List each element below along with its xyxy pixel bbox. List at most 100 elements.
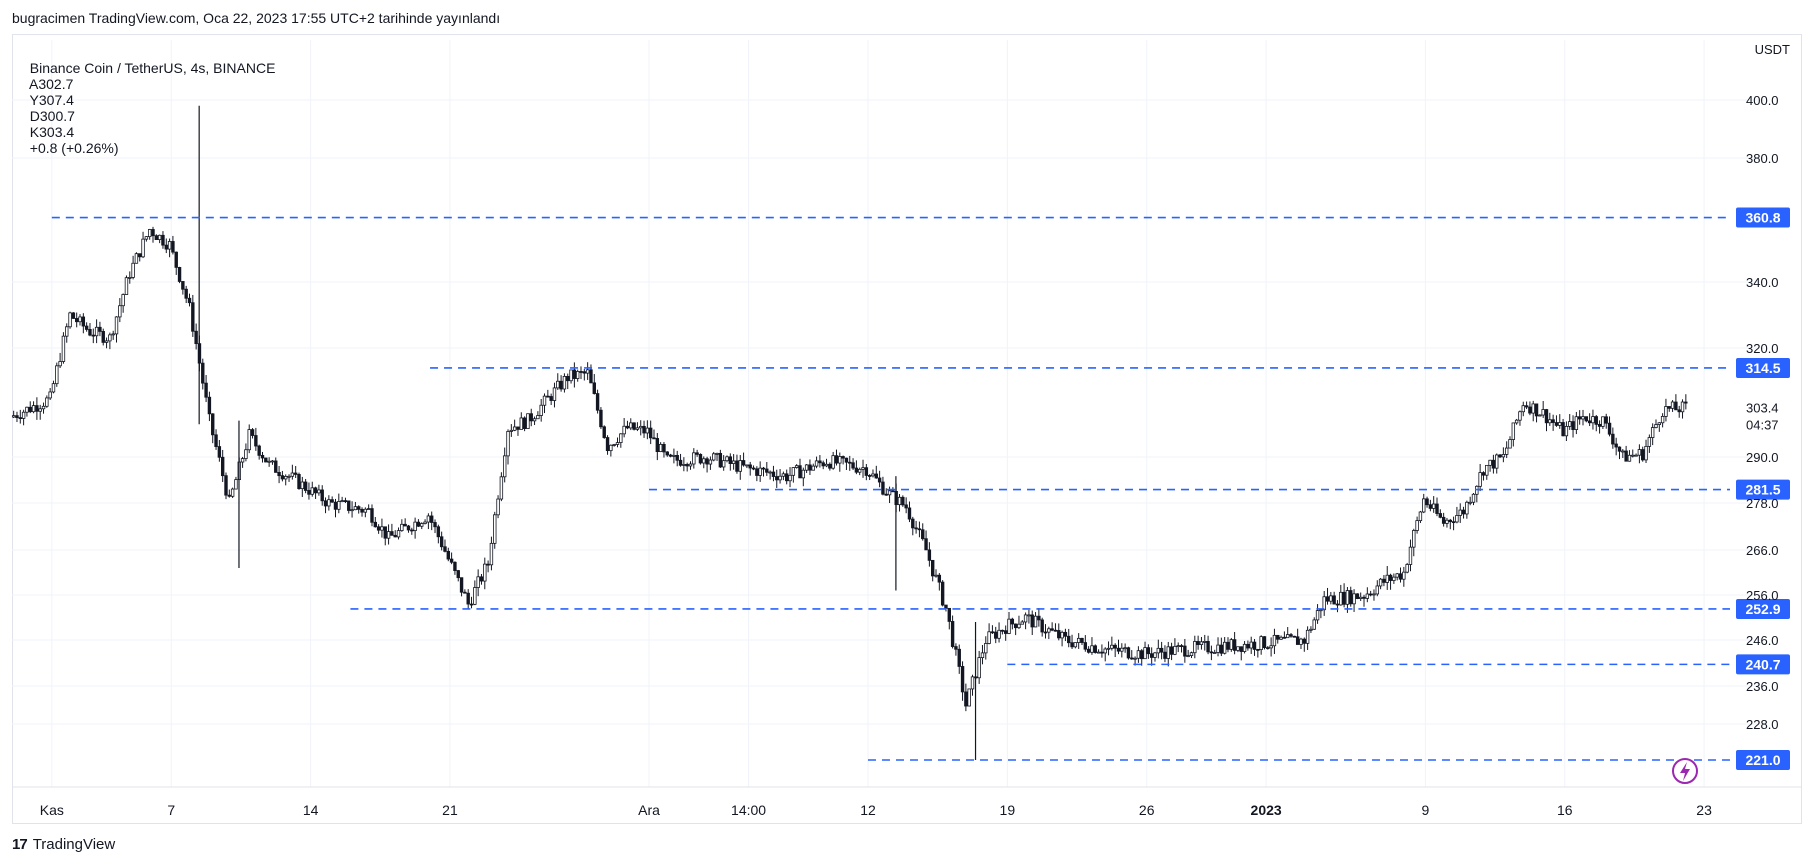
candle-body — [851, 462, 855, 469]
candle-body — [343, 500, 348, 503]
level-label-bg — [1736, 654, 1790, 675]
candle-body — [264, 457, 268, 463]
y-tick-label: 266.0 — [1746, 543, 1779, 558]
candle-body — [1007, 618, 1011, 634]
candle-body — [406, 525, 411, 531]
candle-body — [277, 471, 281, 477]
candle-body — [1352, 593, 1356, 605]
candle-body — [1654, 424, 1658, 428]
candle-body — [164, 244, 168, 250]
candle-body — [25, 406, 29, 413]
candle-body — [1684, 401, 1688, 404]
candle-body — [1120, 647, 1124, 652]
candle-body — [1325, 596, 1330, 602]
candle-body — [930, 559, 935, 577]
candle-body — [778, 475, 782, 481]
candle-body — [1226, 641, 1230, 650]
candle-body — [1408, 546, 1413, 565]
candle-body — [791, 467, 796, 476]
candle-body — [1398, 573, 1403, 580]
candle-body — [1375, 585, 1379, 595]
candle-body — [410, 529, 414, 532]
candle-body — [751, 467, 756, 470]
candle-body — [74, 318, 79, 323]
candle-body — [499, 476, 504, 500]
candle-body — [1508, 439, 1512, 449]
candle-body — [658, 443, 663, 453]
candle-body — [814, 460, 819, 467]
candle-body — [1339, 591, 1343, 606]
candle-body — [370, 508, 374, 523]
candle-body — [347, 500, 351, 511]
candle-body — [1143, 647, 1147, 660]
candle-body — [420, 523, 424, 527]
x-tick-label: Kas — [40, 802, 64, 818]
candle-body — [1468, 501, 1472, 504]
alert-lightning-icon[interactable] — [1672, 758, 1698, 784]
candle-body — [828, 463, 832, 469]
candle-body — [1196, 641, 1200, 646]
candle-body — [118, 305, 122, 318]
candle-body — [1023, 614, 1028, 623]
candle-body — [260, 454, 265, 459]
candle-body — [1010, 618, 1015, 625]
candle-body — [274, 460, 278, 473]
candle-body — [1355, 593, 1360, 599]
candle-body — [516, 426, 520, 430]
candle-body — [506, 431, 510, 457]
candle-body — [735, 460, 739, 472]
candle-body — [1130, 657, 1134, 660]
candle-body — [433, 522, 437, 528]
candle-body — [469, 603, 474, 606]
candle-body — [1149, 653, 1154, 658]
candle-body — [134, 253, 139, 264]
level-label: 240.7 — [1745, 656, 1780, 672]
candle-body — [1219, 644, 1224, 654]
candle-body — [128, 277, 132, 279]
candle-body — [635, 427, 640, 430]
candle-body — [1438, 513, 1443, 518]
candle-body — [1156, 647, 1161, 654]
candle-body — [1259, 636, 1263, 650]
candle-body — [1169, 646, 1174, 655]
candle-body — [1584, 416, 1589, 422]
candle-body — [1053, 629, 1058, 632]
candle-body — [1037, 615, 1041, 621]
candle-body — [1140, 650, 1144, 660]
candle-body — [619, 433, 623, 443]
candle-body — [546, 395, 550, 398]
candle-body — [84, 325, 89, 330]
candle-body — [1667, 406, 1671, 409]
candle-body — [897, 496, 902, 506]
candle-body — [373, 521, 378, 528]
candle-body — [1295, 636, 1300, 645]
legend-symbol[interactable]: Binance Coin / TetherUS, 4s, BINANCE — [29, 60, 276, 76]
candle-body — [834, 455, 839, 464]
candle-body — [1329, 595, 1333, 602]
candle-body — [1246, 643, 1250, 649]
candle-body — [957, 648, 961, 667]
candle-body — [35, 405, 39, 412]
candle-body — [1418, 511, 1423, 522]
candle-body — [907, 507, 912, 520]
candle-body — [1159, 647, 1164, 653]
candle-body — [227, 494, 232, 497]
candle-body — [831, 455, 835, 469]
candle-body — [562, 376, 567, 390]
y-tick-label: 228.0 — [1746, 717, 1779, 732]
candle-body — [682, 464, 686, 466]
candle-body — [1594, 416, 1598, 425]
candle-body — [1176, 645, 1180, 648]
x-tick-label: 16 — [1557, 802, 1573, 818]
legend-open: A302.7 — [29, 76, 74, 92]
chart-pane[interactable] — [12, 34, 1802, 824]
candle-body — [1674, 401, 1678, 411]
candle-body — [612, 444, 616, 446]
candle-body — [1063, 631, 1068, 637]
candle-body — [1481, 472, 1486, 476]
candle-body — [1501, 454, 1506, 458]
candle-body — [65, 326, 69, 337]
candle-body — [738, 460, 742, 472]
currency-label[interactable]: USDT — [1754, 42, 1790, 57]
